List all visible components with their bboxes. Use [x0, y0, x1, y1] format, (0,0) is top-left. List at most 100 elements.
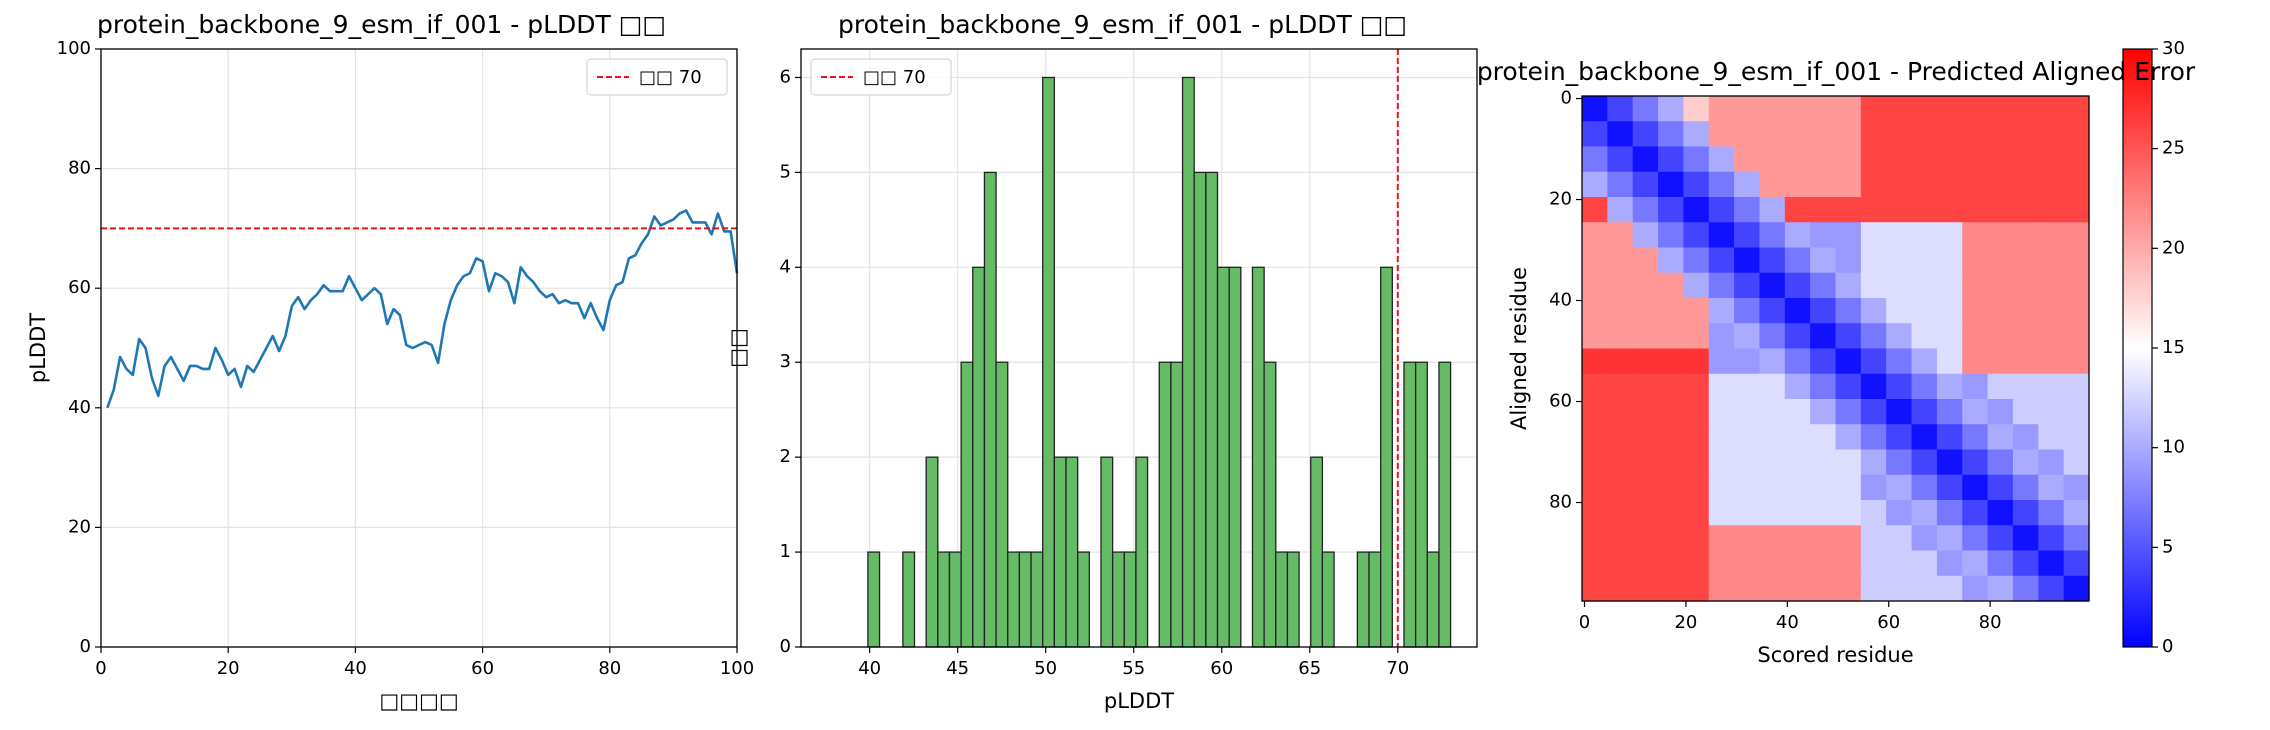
- heatmap-cell: [1708, 323, 1735, 350]
- heatmap-cell: [2063, 222, 2090, 249]
- heatmap-cell: [1683, 146, 1710, 173]
- heatmap-cell: [1886, 171, 1913, 198]
- y-tick-label: 4: [780, 256, 791, 277]
- heatmap-cell: [2063, 500, 2090, 526]
- histogram-bar: [1123, 551, 1137, 648]
- x-tick-label: 40: [858, 658, 881, 679]
- heatmap-cell: [2063, 474, 2090, 501]
- heatmap-cell: [1886, 373, 1913, 400]
- heatmap-cell: [1759, 500, 1786, 526]
- heatmap-cell: [1607, 500, 1634, 526]
- heatmap-cell: [1784, 449, 1811, 476]
- heatmap-cell: [1936, 197, 1963, 223]
- chart-title: protein_backbone_9_esm_if_001 - Predicte…: [1477, 57, 2196, 86]
- heatmap-cell: [1632, 197, 1659, 223]
- heatmap-cell: [1835, 474, 1862, 501]
- heatmap-cell: [1860, 272, 1887, 299]
- heatmap-cell: [2038, 424, 2065, 451]
- heatmap-cell: [1759, 449, 1786, 476]
- heatmap-cell: [1860, 171, 1887, 198]
- heatmap-cell: [1759, 96, 1786, 122]
- heatmap-cell: [2038, 197, 2065, 223]
- heatmap-cell: [1936, 247, 1963, 274]
- heatmap-cell: [1911, 272, 1938, 299]
- heatmap-cell: [1962, 171, 1989, 198]
- heatmap-cell: [1784, 575, 1811, 602]
- heatmap-cell: [1835, 272, 1862, 299]
- y-tick-label: 40: [1549, 290, 1572, 311]
- y-tick-label: 3: [780, 351, 791, 372]
- heatmap-cell: [1784, 146, 1811, 173]
- heatmap-cell: [1658, 399, 1684, 425]
- y-tick-label: 60: [1549, 391, 1572, 412]
- y-tick-label: 20: [68, 516, 91, 537]
- heatmap-cell: [1835, 247, 1862, 274]
- heatmap-cell: [1810, 525, 1837, 552]
- heatmap-cell: [1632, 171, 1659, 198]
- heatmap-cell: [2063, 121, 2090, 148]
- heatmap-cell: [1708, 121, 1735, 148]
- heatmap-cell: [1860, 247, 1887, 274]
- y-tick-label: 100: [57, 38, 91, 59]
- heatmap-cell: [1936, 146, 1963, 173]
- heatmap-cell: [1708, 500, 1735, 526]
- heatmap-cell: [1632, 373, 1659, 400]
- heatmap-cell: [1759, 272, 1786, 299]
- heatmap-cell: [2012, 222, 2039, 249]
- heatmap-cell: [2012, 449, 2039, 476]
- heatmap-cell: [1810, 474, 1837, 501]
- heatmap-cell: [1860, 474, 1887, 501]
- x-tick-label: 55: [1122, 658, 1145, 679]
- heatmap-cell: [1607, 474, 1634, 501]
- heatmap-cell: [1987, 449, 2014, 476]
- heatmap-cell: [1835, 575, 1862, 602]
- heatmap-cell: [1860, 575, 1887, 602]
- heatmap-cell: [1759, 525, 1786, 552]
- heatmap-cell: [1632, 500, 1659, 526]
- heatmap-cell: [1962, 146, 1989, 173]
- y-tick-label: 5: [780, 161, 791, 182]
- histogram-bar: [1053, 456, 1067, 648]
- heatmap-cell: [1835, 121, 1862, 148]
- heatmap-cell: [1632, 247, 1659, 274]
- heatmap-cell: [1658, 197, 1684, 223]
- colorbar-tick-label: 0: [2162, 636, 2173, 657]
- heatmap-cell: [1886, 121, 1913, 148]
- heatmap-cell: [1987, 222, 2014, 249]
- histogram-bar: [1310, 456, 1324, 648]
- y-tick-label: 6: [780, 66, 791, 87]
- heatmap-cell: [1632, 146, 1659, 173]
- heatmap-cell: [1886, 525, 1913, 552]
- data-line: [106, 209, 739, 409]
- heatmap-cell: [2038, 525, 2065, 552]
- heatmap-cell: [2012, 298, 2039, 324]
- heatmap-cell: [1708, 298, 1735, 324]
- heatmap-cell: [1683, 399, 1710, 425]
- heatmap-cell: [1607, 449, 1634, 476]
- heatmap-cell: [1759, 197, 1786, 223]
- x-tick-label: 0: [95, 658, 106, 679]
- heatmap-cell: [1658, 500, 1684, 526]
- heatmap-cell: [1835, 146, 1862, 173]
- heatmap-cell: [1734, 171, 1761, 198]
- heatmap-cell: [1632, 323, 1659, 350]
- heatmap-cell: [1911, 525, 1938, 552]
- heatmap-cell: [1962, 121, 1989, 148]
- heatmap-cell: [1810, 171, 1837, 198]
- heatmap-cell: [1911, 500, 1938, 526]
- heatmap-cell: [1632, 550, 1659, 577]
- heatmap-cell: [1987, 121, 2014, 148]
- heatmap-cell: [1658, 550, 1684, 577]
- heatmap-cell: [1582, 121, 1608, 148]
- heatmap-cell: [1607, 424, 1634, 451]
- heatmap-cell: [1936, 171, 1963, 198]
- heatmap-cell: [1683, 449, 1710, 476]
- heatmap-cell: [1860, 197, 1887, 223]
- heatmap-cell: [1987, 474, 2014, 501]
- histogram-bar: [1042, 76, 1056, 648]
- heatmap-cell: [1860, 373, 1887, 400]
- heatmap-cell: [2012, 171, 2039, 198]
- heatmap-cell: [1936, 121, 1963, 148]
- heatmap-cell: [1784, 222, 1811, 249]
- heatmap-cell: [1632, 575, 1659, 602]
